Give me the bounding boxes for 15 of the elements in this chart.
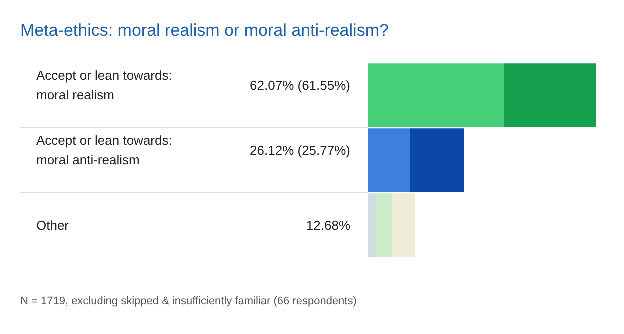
bar [392,194,416,258]
bar [410,128,464,192]
y-tick-label: Accept or lean towards: moral realism [36,68,172,103]
text: 12.68% [306,218,351,233]
bar [376,194,393,258]
text: 26.12% (25.77%) [250,142,350,158]
text: N = 1719, excluding skipped & insufficiently familiar (66 respondents) [20,296,357,308]
bar [504,64,596,128]
bar [368,194,376,258]
text: Meta-ethics: moral realism or moral anti-realism? [20,21,389,40]
text: 62.07% (61.55%) [250,78,350,93]
bar [368,64,504,128]
y-tick-label: Accept or lean towards: moral anti-realism [36,133,172,168]
bar [368,128,410,192]
y-tick-label: Other [36,218,70,233]
